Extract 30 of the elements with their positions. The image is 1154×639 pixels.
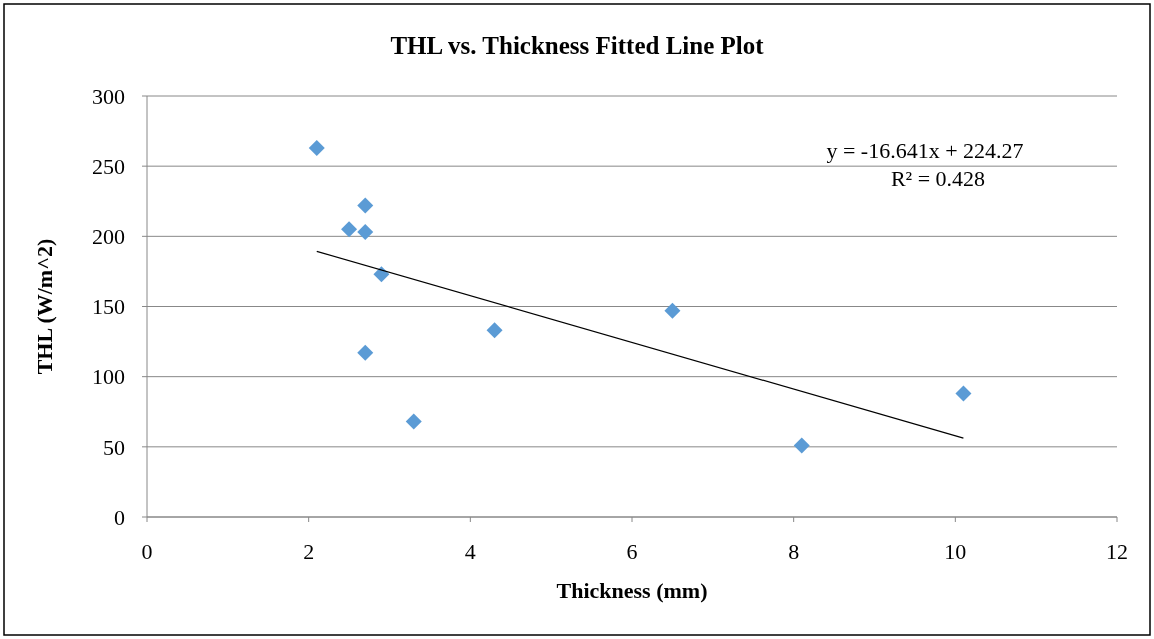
point — [357, 344, 374, 361]
point — [341, 221, 358, 238]
chart-title: THL vs. Thickness Fitted Line Plot — [390, 32, 765, 59]
y-axis-title: THL (W/m^2) — [32, 238, 57, 375]
x-tick-label: 2 — [303, 539, 315, 564]
point — [357, 197, 374, 214]
y-tick-label: 50 — [103, 434, 125, 460]
point — [486, 322, 503, 339]
y-tick-label: 150 — [92, 294, 125, 320]
point — [373, 266, 390, 283]
x-tick-label: 6 — [626, 539, 638, 564]
y-tick-label: 250 — [92, 153, 125, 179]
x-tick-label: 4 — [464, 539, 476, 564]
point — [357, 224, 374, 241]
y-tick-label: 300 — [92, 83, 125, 109]
y-tick-label: 100 — [92, 364, 125, 390]
point — [955, 385, 972, 402]
y-tick-label: 0 — [114, 504, 125, 530]
x-tick-label: 10 — [944, 539, 967, 564]
point — [664, 302, 681, 319]
annotation: y = -16.641x + 224.27 — [826, 138, 1024, 163]
point — [793, 437, 810, 454]
point — [308, 139, 325, 156]
x-tick-label: 8 — [788, 539, 800, 564]
x-tick-label: 0 — [141, 539, 153, 564]
point — [405, 413, 422, 430]
x-tick-label: 12 — [1106, 539, 1128, 564]
y-tick-label: 200 — [92, 224, 125, 250]
x-axis-title: Thickness (mm) — [556, 578, 708, 603]
annotation: R² = 0.428 — [890, 166, 986, 191]
